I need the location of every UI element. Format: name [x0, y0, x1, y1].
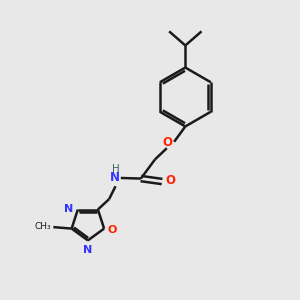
- Text: H: H: [112, 164, 119, 174]
- Text: N: N: [64, 204, 74, 214]
- Text: N: N: [110, 171, 120, 184]
- Text: CH₃: CH₃: [34, 222, 51, 231]
- Text: O: O: [165, 174, 175, 187]
- Text: N: N: [83, 244, 92, 254]
- Text: O: O: [108, 225, 117, 235]
- Text: O: O: [162, 136, 172, 149]
